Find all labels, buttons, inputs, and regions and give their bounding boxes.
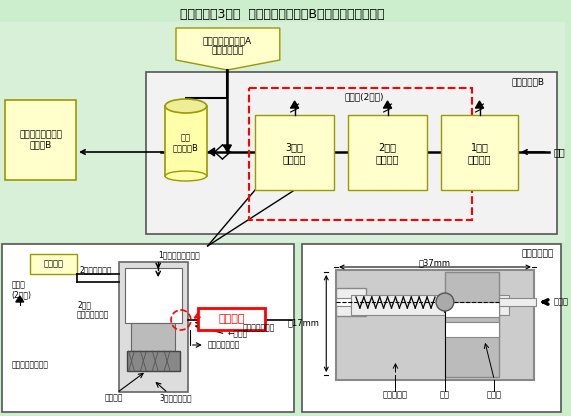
Text: 鋼球: 鋼球 <box>440 391 450 399</box>
Bar <box>249 88 472 220</box>
Circle shape <box>436 293 454 311</box>
Text: 潤滑油系統より: 潤滑油系統より <box>242 324 275 332</box>
Text: 1段目
シリンダ: 1段目 シリンダ <box>468 142 491 164</box>
Polygon shape <box>176 28 280 70</box>
Polygon shape <box>384 101 392 108</box>
Polygon shape <box>476 101 484 108</box>
Polygon shape <box>223 145 231 152</box>
Text: 2段目シリンダ: 2段目シリンダ <box>79 265 111 275</box>
Polygon shape <box>291 101 299 108</box>
Bar <box>198 308 265 330</box>
Text: ←逆止弁: ←逆止弁 <box>227 329 248 339</box>
Bar <box>336 288 366 316</box>
Bar <box>5 100 76 180</box>
Bar <box>499 298 536 306</box>
Bar <box>441 115 518 190</box>
Bar <box>124 268 182 323</box>
Text: 3段目
シリンダ: 3段目 シリンダ <box>283 142 307 164</box>
Polygon shape <box>208 148 215 156</box>
Bar <box>351 295 509 315</box>
Text: 非常用ディーゼル
発電機B: 非常用ディーゼル 発電機B <box>19 130 62 150</box>
Text: 3段目シリンダ: 3段目シリンダ <box>160 394 192 403</box>
Text: ドレンセパレータ: ドレンセパレータ <box>12 361 49 369</box>
Text: 当該箇所: 当該箇所 <box>218 314 244 324</box>
Bar <box>336 270 534 380</box>
Bar <box>146 72 557 234</box>
Bar <box>165 106 207 176</box>
Bar <box>0 22 565 242</box>
Text: 2段目
ピストンリング: 2段目 ピストンリング <box>77 300 110 320</box>
Text: 1段目シリンダより: 1段目シリンダより <box>158 250 200 260</box>
Text: 始動空気だめへ: 始動空気だめへ <box>208 341 240 349</box>
Bar <box>445 302 499 317</box>
Text: 空気圧縮機B: 空気圧縮機B <box>512 77 545 87</box>
Text: 約17mm: 約17mm <box>287 319 319 327</box>
Text: 大気: 大気 <box>554 147 565 157</box>
Bar <box>255 115 334 190</box>
Bar <box>131 323 175 351</box>
Bar <box>119 262 188 392</box>
Bar <box>445 322 499 337</box>
Text: 安全弁
(2段目): 安全弁 (2段目) <box>12 280 32 300</box>
Text: 弁本体: 弁本体 <box>487 391 502 399</box>
Text: ピストン: ピストン <box>104 394 123 403</box>
Text: 空冷却器: 空冷却器 <box>43 260 63 268</box>
Text: 逆止弁構造図: 逆止弁構造図 <box>521 250 554 258</box>
Bar <box>336 298 385 306</box>
Polygon shape <box>16 296 24 302</box>
Ellipse shape <box>165 99 207 113</box>
Text: 安全弁(2段目): 安全弁(2段目) <box>344 92 384 102</box>
Bar <box>127 351 180 371</box>
Bar <box>348 115 427 190</box>
Bar <box>445 272 499 377</box>
Text: ディーゼル発電機A
始動空気系統: ディーゼル発電機A 始動空気系統 <box>203 36 252 56</box>
Text: 潤滑油: 潤滑油 <box>554 297 569 307</box>
Bar <box>2 244 293 412</box>
Bar <box>301 244 561 412</box>
Text: 2段目
シリンダ: 2段目 シリンダ <box>376 142 399 164</box>
Text: 始動
空気だめB: 始動 空気だめB <box>173 133 199 153</box>
Ellipse shape <box>165 171 207 181</box>
Text: コイルばね: コイルばね <box>383 391 408 399</box>
Bar <box>30 254 77 274</box>
Text: 約37mm: 約37mm <box>419 258 451 267</box>
Text: 伊方発電所3号機  ディーゼル発電機B始動空気系統概略図: 伊方発電所3号機 ディーゼル発電機B始動空気系統概略図 <box>179 7 384 20</box>
